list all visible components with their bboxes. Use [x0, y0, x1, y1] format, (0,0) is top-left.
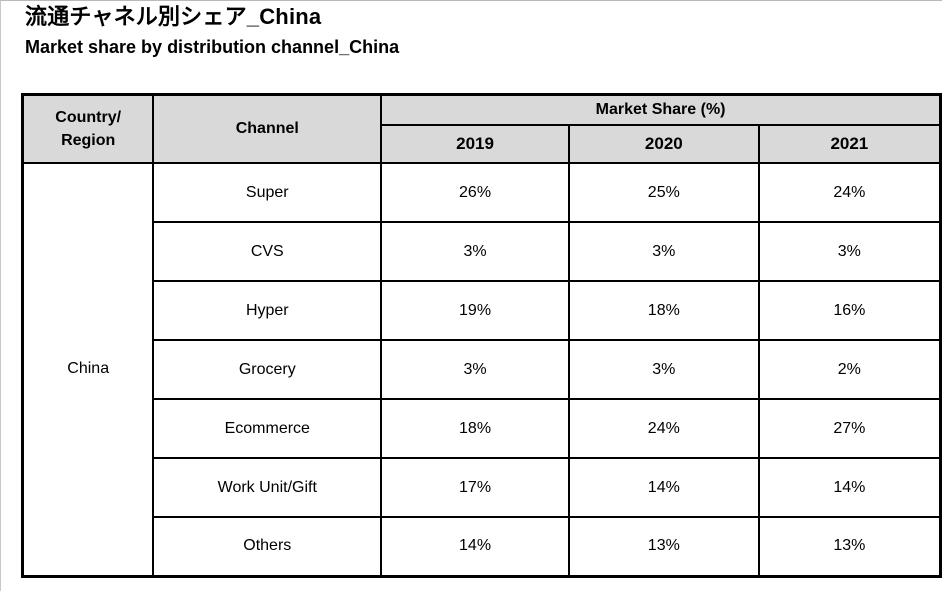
header-row-years: 2019 2020 2021: [23, 124, 942, 164]
page-subtitle: Market share by distribution channel_Chi…: [25, 36, 400, 57]
value-cell: 3%: [567, 221, 760, 282]
header-row-top: Country/ Region Channel Market Share (%): [21, 93, 942, 164]
value-cell: 16%: [757, 280, 942, 341]
value-cell: 13%: [757, 516, 942, 577]
table-row: CVS 3% 3% 3%: [23, 221, 942, 282]
table-row: China Super 26% 25% 24%: [21, 162, 942, 577]
value-cell: 25%: [567, 162, 760, 223]
channel-cell: Work Unit/Gift: [152, 457, 383, 518]
value-cell: 17%: [380, 457, 570, 518]
table-row: Others 14% 13% 13%: [23, 516, 942, 577]
table-body: China Super 26% 25% 24% CVS 3% 3% 3% Hyp…: [21, 162, 942, 577]
value-cell: 18%: [380, 398, 570, 459]
value-cell: 3%: [380, 221, 570, 282]
table-row: Hyper 19% 18% 16%: [23, 280, 942, 341]
market-share-table: Country/ Region Channel Market Share (%)…: [21, 93, 942, 578]
page-title: 流通チャネル別シェア_China: [25, 4, 322, 29]
col-header-market-share: Market Share (%): [380, 93, 942, 126]
value-cell: 24%: [567, 398, 760, 459]
country-cell: China: [21, 162, 155, 577]
table-row: Grocery 3% 3% 2%: [23, 339, 942, 400]
col-header-year-2019: 2019: [380, 124, 570, 164]
value-cell: 13%: [567, 516, 760, 577]
value-cell: 26%: [380, 162, 570, 223]
channel-cell: Others: [152, 516, 383, 577]
value-cell: 18%: [567, 280, 760, 341]
value-cell: 19%: [380, 280, 570, 341]
value-cell: 14%: [567, 457, 760, 518]
value-cell: 3%: [757, 221, 942, 282]
table-row: Work Unit/Gift 17% 14% 14%: [23, 457, 942, 518]
col-header-year-2021: 2021: [757, 124, 942, 164]
value-cell: 27%: [757, 398, 942, 459]
col-header-channel: Channel: [152, 93, 383, 164]
channel-cell: Hyper: [152, 280, 383, 341]
col-header-country-region: Country/ Region: [21, 93, 155, 164]
value-cell: 3%: [380, 339, 570, 400]
channel-cell: Ecommerce: [152, 398, 383, 459]
value-cell: 14%: [380, 516, 570, 577]
table-row: Ecommerce 18% 24% 27%: [23, 398, 942, 459]
value-cell: 24%: [757, 162, 942, 223]
value-cell: 3%: [567, 339, 760, 400]
channel-cell: Grocery: [152, 339, 383, 400]
table-header: Country/ Region Channel Market Share (%)…: [21, 93, 942, 164]
col-header-year-2020: 2020: [567, 124, 760, 164]
value-cell: 14%: [757, 457, 942, 518]
value-cell: 2%: [757, 339, 942, 400]
channel-cell: CVS: [152, 221, 383, 282]
channel-cell: Super: [152, 162, 383, 223]
